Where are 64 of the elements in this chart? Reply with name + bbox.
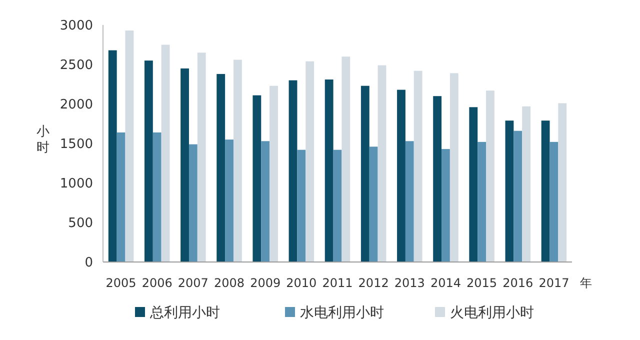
y-tick-label: 2500 [60, 58, 93, 74]
bar [550, 142, 558, 262]
bar [541, 120, 550, 262]
bar [180, 68, 189, 262]
x-tick-label: 2007 [178, 276, 208, 290]
bar [144, 60, 153, 262]
x-tick-label: 2013 [394, 276, 425, 290]
bar [125, 30, 134, 262]
y-tick-label: 2000 [60, 98, 93, 113]
bar [233, 60, 242, 262]
bar [469, 107, 478, 262]
bar [442, 149, 450, 262]
y-tick-label: 3000 [60, 18, 93, 34]
y-tick-label: 1000 [60, 176, 93, 192]
bar [514, 130, 522, 262]
bar [522, 106, 531, 262]
bar [152, 132, 162, 262]
bar [252, 95, 262, 262]
bar [261, 141, 270, 262]
bar [342, 56, 350, 262]
x-tick-label: 2005 [106, 276, 136, 290]
bar [405, 141, 414, 262]
x-tick-label: 2017 [538, 276, 570, 290]
bar [414, 70, 422, 262]
bar [306, 61, 314, 262]
x-tick-label: 2015 [466, 276, 498, 290]
legend-label: 总利用小时 [149, 305, 220, 321]
bar [333, 150, 342, 262]
bar [225, 140, 234, 262]
bar [288, 80, 298, 262]
bar [108, 50, 117, 262]
bar [324, 80, 334, 262]
bar [197, 52, 206, 262]
legend-label: 火电利用小时 [450, 305, 534, 321]
bar [369, 146, 378, 262]
x-tick-label: 2006 [142, 276, 172, 290]
bar [297, 150, 306, 262]
bar [486, 90, 494, 262]
bar [188, 144, 198, 262]
x-tick-label: 2009 [250, 276, 281, 290]
y-tick-label: 500 [68, 216, 93, 232]
bar [216, 74, 226, 262]
bar [397, 90, 406, 262]
bar [478, 142, 486, 262]
bar [161, 44, 170, 262]
bar [505, 120, 514, 262]
y-tick-label: 1500 [60, 137, 93, 152]
x-axis-title: 年 [580, 276, 592, 290]
bar [360, 86, 370, 262]
x-tick-label: 2010 [286, 276, 317, 290]
bar [558, 103, 567, 262]
bar [116, 132, 126, 262]
y-axis-title: 小时 [36, 124, 50, 156]
bar [270, 86, 278, 262]
x-tick-label: 2014 [430, 276, 462, 290]
x-tick-label: 2016 [502, 276, 534, 290]
x-tick-label: 2008 [214, 276, 245, 290]
x-tick-label: 2012 [358, 276, 389, 290]
bar [433, 96, 442, 262]
x-tick-label: 2011 [322, 276, 353, 290]
legend-label: 水电利用小时 [300, 305, 384, 321]
bar [450, 73, 458, 262]
y-tick-label: 0 [84, 256, 93, 271]
bar [378, 65, 386, 262]
